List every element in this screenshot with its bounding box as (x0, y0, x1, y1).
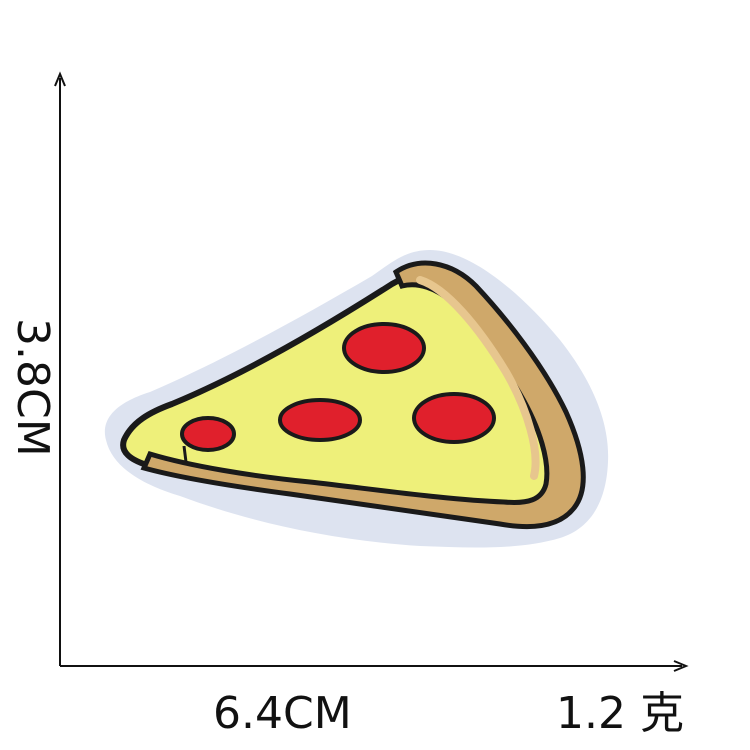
weight-label: 1.2 克 (556, 688, 684, 739)
width-label: 6.4CM (213, 688, 352, 739)
height-label: 3.8CM (7, 318, 58, 457)
horizontal-arrow-icon (673, 660, 689, 672)
vertical-arrow-icon (54, 71, 66, 87)
stitch-line (182, 445, 188, 463)
pepperoni-4 (180, 416, 236, 452)
pizza-crust (140, 260, 586, 530)
crust-highlight (416, 276, 540, 480)
pepperoni-1 (342, 322, 426, 374)
pepperoni-3 (412, 392, 496, 444)
pepperoni-2 (278, 398, 362, 442)
